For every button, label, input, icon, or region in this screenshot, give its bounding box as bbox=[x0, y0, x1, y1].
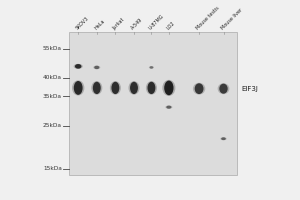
Text: Mouse liver: Mouse liver bbox=[220, 8, 243, 31]
Ellipse shape bbox=[148, 82, 155, 94]
Ellipse shape bbox=[195, 83, 203, 94]
Ellipse shape bbox=[221, 86, 226, 91]
Ellipse shape bbox=[130, 82, 138, 94]
Ellipse shape bbox=[162, 80, 176, 96]
Ellipse shape bbox=[76, 84, 81, 92]
Ellipse shape bbox=[91, 81, 102, 95]
Ellipse shape bbox=[74, 81, 82, 95]
Ellipse shape bbox=[222, 138, 225, 139]
Text: Mouse testis: Mouse testis bbox=[196, 6, 221, 31]
Text: 55kDa: 55kDa bbox=[43, 46, 62, 51]
Ellipse shape bbox=[166, 84, 171, 92]
Text: U-87MG: U-87MG bbox=[148, 14, 165, 31]
Ellipse shape bbox=[221, 137, 226, 140]
Ellipse shape bbox=[149, 85, 154, 91]
Ellipse shape bbox=[150, 67, 152, 68]
Text: HeLa: HeLa bbox=[93, 19, 106, 31]
Text: 15kDa: 15kDa bbox=[43, 166, 62, 171]
Ellipse shape bbox=[75, 64, 81, 69]
Ellipse shape bbox=[72, 80, 84, 96]
Text: SKOV3: SKOV3 bbox=[75, 16, 90, 31]
Ellipse shape bbox=[94, 66, 99, 69]
Ellipse shape bbox=[111, 82, 119, 94]
Text: 40kDa: 40kDa bbox=[43, 75, 62, 80]
Ellipse shape bbox=[76, 65, 80, 68]
Ellipse shape bbox=[218, 83, 230, 94]
Text: Jurkat: Jurkat bbox=[112, 17, 126, 31]
Ellipse shape bbox=[165, 105, 172, 109]
Ellipse shape bbox=[113, 85, 118, 91]
Ellipse shape bbox=[94, 85, 99, 91]
Ellipse shape bbox=[149, 66, 154, 69]
Ellipse shape bbox=[132, 85, 136, 91]
Ellipse shape bbox=[128, 81, 140, 95]
Text: LO2: LO2 bbox=[165, 21, 176, 31]
Ellipse shape bbox=[93, 66, 100, 69]
Text: 25kDa: 25kDa bbox=[43, 123, 62, 128]
Ellipse shape bbox=[193, 83, 205, 95]
Ellipse shape bbox=[167, 106, 170, 108]
Ellipse shape bbox=[146, 81, 157, 95]
Ellipse shape bbox=[150, 66, 153, 69]
Ellipse shape bbox=[197, 86, 202, 92]
Text: EIF3J: EIF3J bbox=[241, 86, 258, 92]
Ellipse shape bbox=[110, 81, 121, 95]
Text: A-549: A-549 bbox=[130, 17, 144, 31]
Ellipse shape bbox=[93, 82, 101, 94]
Ellipse shape bbox=[219, 84, 228, 94]
Bar bbox=[69, 32, 238, 175]
Ellipse shape bbox=[166, 106, 171, 109]
Ellipse shape bbox=[220, 137, 227, 140]
Ellipse shape bbox=[164, 81, 173, 95]
Ellipse shape bbox=[95, 66, 98, 68]
Ellipse shape bbox=[74, 64, 83, 69]
Text: 35kDa: 35kDa bbox=[43, 94, 62, 99]
